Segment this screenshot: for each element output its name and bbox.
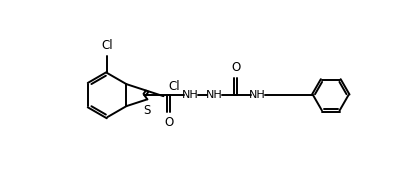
Text: S: S (144, 104, 151, 117)
Text: Cl: Cl (102, 39, 113, 52)
Text: O: O (164, 116, 173, 129)
Text: NH: NH (206, 90, 223, 100)
Text: Cl: Cl (168, 80, 180, 93)
Text: NH: NH (182, 90, 199, 100)
Text: O: O (231, 61, 241, 74)
Text: NH: NH (249, 90, 266, 100)
